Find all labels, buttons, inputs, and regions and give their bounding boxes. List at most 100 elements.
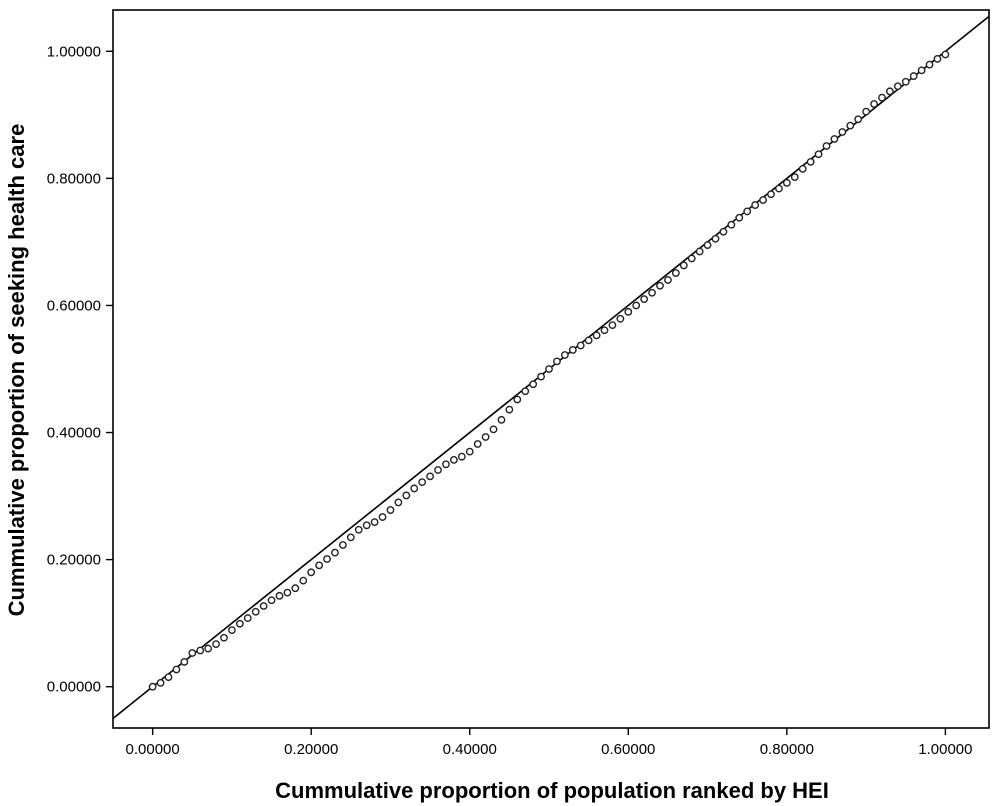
data-point: [703, 241, 712, 249]
data-point: [497, 415, 506, 424]
data-point: [505, 405, 514, 414]
data-point: [307, 568, 316, 577]
data-point: [331, 548, 339, 557]
data-point: [148, 682, 157, 691]
data-point: [251, 607, 260, 616]
data-point: [592, 331, 601, 340]
data-point: [354, 525, 363, 534]
data-point: [886, 87, 894, 96]
data-point: [370, 518, 379, 527]
y-tick-label: 0.60000: [47, 297, 101, 314]
x-tick-label: 0.40000: [443, 741, 497, 758]
y-tick-label: 1.00000: [47, 43, 101, 60]
data-point: [188, 649, 197, 657]
data-point: [339, 541, 347, 549]
data-point: [600, 326, 609, 335]
data-point: [743, 207, 752, 216]
data-point: [624, 307, 633, 316]
data-point: [346, 533, 355, 542]
data-point: [790, 173, 799, 182]
data-point: [854, 115, 863, 124]
data-point: [378, 513, 387, 521]
data-point: [212, 640, 220, 649]
data-point: [656, 281, 664, 290]
data-point: [394, 498, 403, 507]
data-point: [909, 72, 918, 80]
data-point: [751, 201, 760, 209]
data-point: [267, 596, 276, 605]
x-axis-title: Cummulative proportion of population ran…: [275, 778, 829, 803]
data-point: [434, 466, 442, 474]
data-point: [632, 301, 641, 310]
y-tick-label: 0.40000: [47, 425, 101, 442]
data-point: [291, 584, 300, 593]
data-point: [711, 234, 720, 243]
data-point: [775, 184, 783, 193]
data-point: [489, 425, 498, 434]
data-points-layer: [148, 50, 950, 691]
data-point: [648, 288, 656, 297]
data-point: [275, 591, 284, 600]
data-point: [172, 665, 181, 674]
data-point: [529, 380, 538, 389]
data-point: [830, 135, 839, 143]
plot-frame: [112, 9, 990, 729]
data-point: [204, 644, 213, 653]
data-point: [156, 678, 165, 687]
data-point: [806, 157, 815, 166]
data-point: [933, 55, 942, 63]
data-point: [759, 196, 767, 204]
data-point: [838, 128, 847, 136]
y-tick-label: 0.80000: [47, 170, 101, 187]
x-tick-label: 0.20000: [284, 741, 338, 758]
data-point: [164, 673, 173, 682]
data-point: [941, 50, 950, 59]
data-point: [560, 351, 569, 359]
data-point: [735, 213, 744, 222]
data-point: [243, 614, 252, 622]
data-point: [814, 150, 823, 159]
data-point: [782, 178, 791, 187]
data-point: [457, 452, 466, 461]
data-point: [695, 247, 704, 256]
data-point: [719, 227, 728, 236]
data-point: [196, 646, 205, 655]
data-point: [283, 588, 292, 597]
data-point: [465, 447, 474, 456]
data-point: [727, 220, 736, 229]
data-point: [386, 506, 395, 514]
x-tick-label: 0.80000: [760, 741, 814, 758]
data-point: [671, 269, 680, 277]
data-point: [767, 190, 775, 199]
data-point: [228, 626, 236, 635]
data-point: [901, 77, 910, 86]
data-point: [235, 619, 244, 628]
data-point: [616, 314, 625, 323]
data-point: [410, 484, 419, 493]
data-point: [584, 336, 593, 345]
data-point: [878, 93, 886, 102]
data-point: [442, 460, 450, 469]
data-point: [568, 346, 577, 354]
data-point: [664, 276, 672, 284]
data-point: [180, 658, 189, 666]
x-axis: 0.00000 0.20000 0.40000 0.60000 0.80000 1.000…: [126, 728, 973, 758]
data-point: [846, 121, 855, 130]
data-point: [798, 164, 807, 173]
data-point: [917, 66, 926, 75]
data-point: [870, 100, 878, 108]
data-point: [893, 82, 902, 91]
data-point: [640, 295, 649, 304]
y-tick-label: 0.20000: [47, 552, 101, 569]
data-point: [576, 341, 585, 350]
data-point: [362, 521, 371, 530]
data-point: [473, 440, 482, 448]
data-point: [545, 365, 553, 373]
data-point: [513, 395, 522, 404]
y-tick-label: 0.00000: [47, 679, 101, 696]
data-point: [259, 602, 268, 610]
data-point: [553, 357, 561, 366]
data-point: [323, 555, 331, 563]
data-point: [822, 142, 831, 150]
